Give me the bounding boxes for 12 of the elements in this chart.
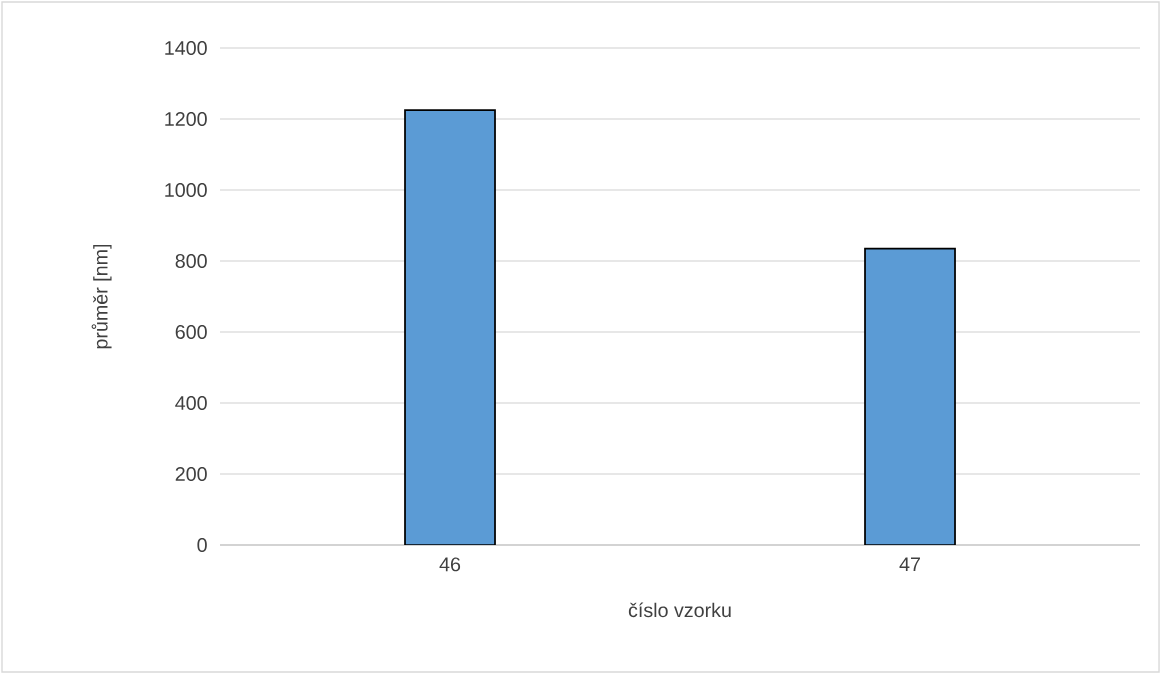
x-axis-title: číslo vzorku [628,602,731,618]
y-axis-title: průměr [nm] [91,244,112,349]
y-tick-label: 0 [197,538,207,552]
y-tick-label: 800 [175,254,207,268]
x-tick-label: 47 [899,557,920,571]
y-tick-label: 600 [175,325,207,339]
y-tick-label: 1400 [165,41,207,55]
y-tick-label: 200 [175,467,207,481]
x-tick-label: 46 [439,557,461,572]
y-tick-label: 1000 [165,183,207,197]
y-tick-label: 400 [175,396,207,410]
y-tick-label: 1200 [165,112,207,126]
